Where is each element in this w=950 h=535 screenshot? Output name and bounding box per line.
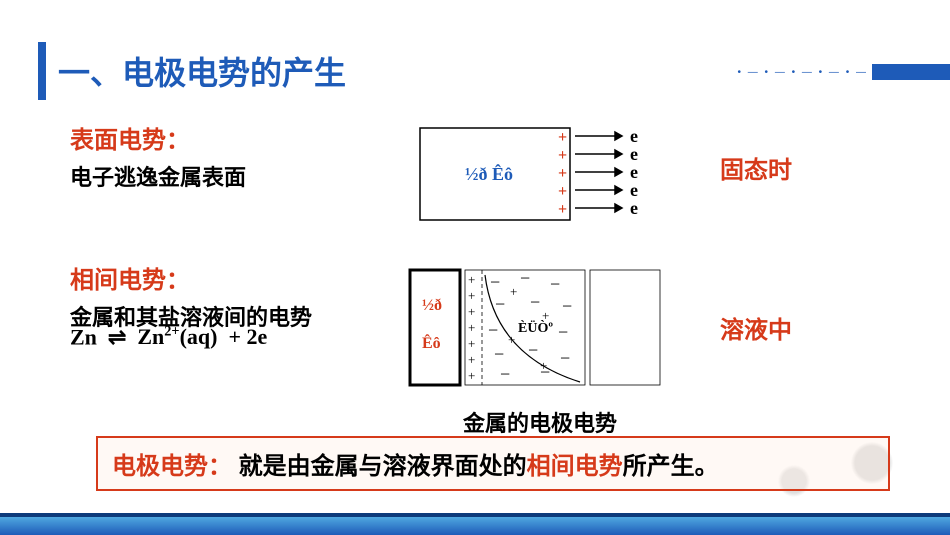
svg-text:e: e: [630, 126, 638, 146]
svg-text:+: +: [558, 165, 567, 182]
section2-text: 相间电势： 金属和其盐溶液间的电势 Zn ⇌ Zn2+(aq) + 2e: [70, 260, 380, 350]
section-interphase-potential: 相间电势： 金属和其盐溶液间的电势 Zn ⇌ Zn2+(aq) + 2e ½ð …: [70, 260, 930, 438]
section1-text: 表面电势： 电子逃逸金属表面: [70, 120, 380, 194]
eq-arrow: ⇌: [108, 324, 126, 349]
svg-text:−: −: [550, 274, 560, 294]
svg-text:+: +: [558, 129, 567, 146]
content-area: 表面电势： 电子逃逸金属表面 ½ð Êô + + + + +: [70, 120, 930, 438]
summary-box: 电极电势： 就是由金属与溶液界面处的相间电势所产生。: [96, 436, 890, 491]
diag2-left-top: ½ð: [422, 297, 442, 314]
svg-text:+: +: [468, 272, 475, 287]
svg-text:+: +: [558, 183, 567, 200]
svg-text:+: +: [558, 201, 567, 218]
diag1-e-labels: e e e e e: [630, 126, 638, 218]
summary-tail: 所产生。: [623, 453, 719, 480]
section1-diagram: ½ð Êô + + + + + e: [380, 120, 700, 230]
diag1-box-label: ½ð Êô: [465, 163, 513, 184]
svg-text:−: −: [495, 294, 505, 314]
footer-stripe: [0, 517, 950, 535]
electrode-potential-svg: ½ð Êô +++ ++++ −−− −−− −− −−−: [390, 260, 690, 400]
diag1-arrows: [575, 132, 622, 212]
svg-text:e: e: [630, 162, 638, 182]
summary-em: 相间电势: [527, 453, 623, 480]
slide-title-bar: 一、电极电势的产生: [38, 42, 346, 100]
section1-side-label: 固态时: [700, 120, 840, 185]
eq-lhs: Zn: [70, 324, 97, 349]
svg-text:−: −: [520, 268, 530, 288]
svg-text:+: +: [510, 284, 517, 299]
summary-lead: 电极电势：: [112, 453, 232, 480]
svg-text:+: +: [468, 336, 475, 351]
svg-text:+: +: [468, 352, 475, 367]
svg-text:+: +: [558, 147, 567, 164]
svg-text:−: −: [500, 364, 510, 384]
svg-text:−: −: [494, 344, 504, 364]
surface-potential-svg: ½ð Êô + + + + + e: [410, 120, 670, 230]
diag2-solution-label: ÈÜÒº: [518, 319, 553, 336]
svg-text:e: e: [630, 144, 638, 164]
section2-heading: 相间电势：: [70, 260, 380, 295]
section2-diagram: ½ð Êô +++ ++++ −−− −−− −− −−−: [380, 260, 700, 438]
svg-text:−: −: [530, 292, 540, 312]
svg-text:−: −: [562, 296, 572, 316]
title-right-decor: • — • — • — • — • —: [737, 62, 950, 82]
svg-text:−: −: [490, 272, 500, 292]
svg-text:e: e: [630, 198, 638, 218]
section1-body: 电子逃逸金属表面: [70, 161, 380, 194]
svg-text:+: +: [468, 288, 475, 303]
section1-heading: 表面电势：: [70, 120, 380, 155]
svg-text:e: e: [630, 180, 638, 200]
svg-text:−: −: [488, 320, 498, 340]
decor-dots: • — • — • — • — • —: [737, 67, 868, 78]
diag2-left-bot: Êô: [422, 333, 441, 352]
svg-text:−: −: [558, 322, 568, 342]
svg-text:−: −: [560, 348, 570, 368]
title-accent-bars: [38, 42, 46, 100]
svg-text:+: +: [468, 320, 475, 335]
eq-rhs: Zn2+(aq) + 2e: [137, 324, 267, 349]
slide-title: 一、电极电势的产生: [58, 48, 346, 94]
section2-caption: 金属的电极电势: [463, 406, 617, 438]
summary-mid: 就是由金属与溶液界面处的: [239, 453, 527, 480]
decor-bar: [872, 64, 950, 80]
section2-side-label: 溶液中: [700, 260, 840, 345]
svg-text:+: +: [468, 304, 475, 319]
section2-equation: Zn ⇌ Zn2+(aq) + 2e: [70, 324, 380, 350]
diag1-plus-column: + + + + +: [558, 129, 567, 218]
diag2-plus-left: +++ ++++: [468, 272, 475, 383]
svg-text:+: +: [468, 368, 475, 383]
section-surface-potential: 表面电势： 电子逃逸金属表面 ½ð Êô + + + + +: [70, 120, 930, 230]
